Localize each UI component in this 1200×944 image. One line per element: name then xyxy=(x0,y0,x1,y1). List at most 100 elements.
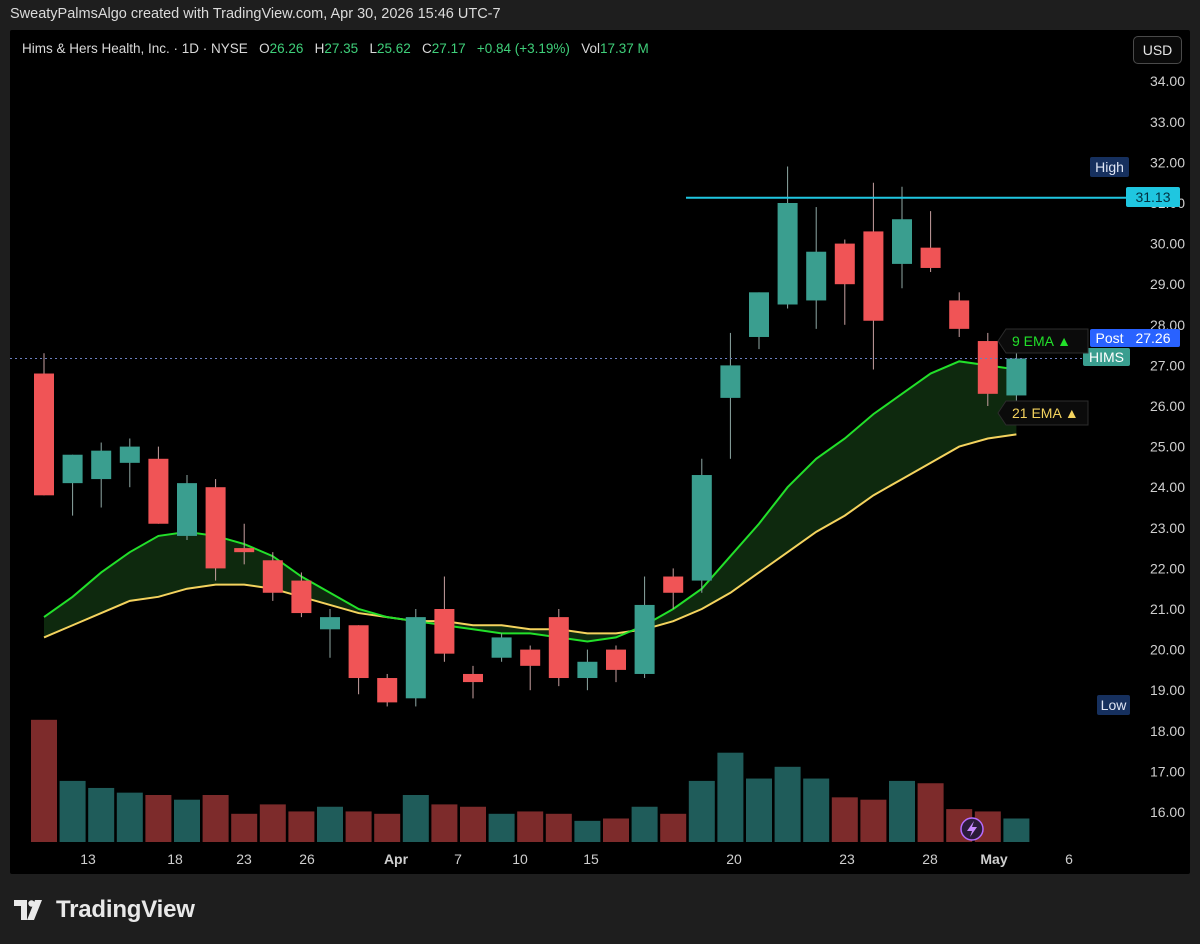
candle-body xyxy=(1006,358,1027,396)
post-price-badge-bg xyxy=(1126,329,1180,347)
candle-body xyxy=(834,243,855,285)
candle xyxy=(320,609,340,658)
volume-bar xyxy=(917,783,944,842)
high-label-badge: High xyxy=(1090,157,1129,177)
candle xyxy=(691,458,712,593)
candle-body xyxy=(863,231,884,321)
time-tick-label: 7 xyxy=(454,851,462,867)
open-label: O xyxy=(259,41,270,56)
symbol-tag-badge: HIMS xyxy=(1083,348,1130,366)
candle-body xyxy=(520,649,541,666)
open-value: 26.26 xyxy=(269,41,304,56)
low-label-badge-text: Low xyxy=(1101,697,1128,713)
post-label-badge: Post xyxy=(1090,329,1129,347)
candle xyxy=(148,446,169,524)
candle xyxy=(834,239,855,325)
volume-bar xyxy=(88,787,115,842)
candle xyxy=(177,475,197,540)
candle-body xyxy=(491,637,512,658)
volume-bar xyxy=(317,806,343,842)
candle xyxy=(205,479,226,581)
candle xyxy=(977,332,998,406)
high-price-badge-bg xyxy=(1126,187,1180,207)
low-label-badge-bg xyxy=(1097,695,1130,715)
ema21-line xyxy=(43,433,1017,639)
price-tick-label: 21.00 xyxy=(1150,601,1185,617)
candle xyxy=(577,649,598,691)
volume-bar xyxy=(174,799,200,842)
candle xyxy=(119,438,140,488)
candle xyxy=(405,609,426,707)
volume-bar xyxy=(603,818,629,842)
candle xyxy=(91,442,112,508)
price-tick-label: 28.00 xyxy=(1150,317,1185,333)
candle xyxy=(377,673,398,707)
price-tick-label: 16.00 xyxy=(1150,804,1185,820)
candle-body xyxy=(62,454,83,484)
candle-body xyxy=(691,475,712,581)
volume-bar xyxy=(488,813,515,842)
time-tick-label: 28 xyxy=(922,851,938,867)
price-tick-label: 25.00 xyxy=(1150,439,1185,455)
time-tick-label: 6 xyxy=(1065,851,1073,867)
candle xyxy=(491,633,512,662)
price-tick-label: 26.00 xyxy=(1150,398,1185,414)
volume-bar xyxy=(288,811,315,842)
candle xyxy=(234,523,255,565)
chart-frame[interactable]: 16.00 17.00 18.00 19.00 20.00 21.00 22.00 23.00… xyxy=(10,30,1190,874)
candle xyxy=(806,207,827,329)
time-tick-label: May xyxy=(980,851,1007,867)
candle-body xyxy=(119,446,140,463)
candle xyxy=(348,625,369,695)
price-tick-label: 22.00 xyxy=(1150,560,1185,576)
candle-body xyxy=(91,450,112,480)
high-value: 27.35 xyxy=(324,41,359,56)
close-label: C xyxy=(422,41,432,56)
price-tick-label: 24.00 xyxy=(1150,479,1185,495)
time-tick-label: 15 xyxy=(583,851,599,867)
candle-body xyxy=(548,617,569,679)
ema-cloud xyxy=(44,361,1017,642)
ema21-tag-text: 21 EMA ▲ xyxy=(1012,405,1079,421)
time-tick-label: 18 xyxy=(167,851,183,867)
price-tick-label: 34.00 xyxy=(1150,73,1185,89)
high-label-badge-text: High xyxy=(1095,159,1124,175)
tradingview-logo[interactable]: TradingView xyxy=(14,896,195,924)
time-tick-label: 23 xyxy=(839,851,855,867)
volume-bar xyxy=(517,811,544,842)
candle-body xyxy=(977,341,998,394)
volume-bar xyxy=(717,752,744,842)
candle xyxy=(62,454,83,516)
candle xyxy=(892,186,912,289)
time-tick-label: 13 xyxy=(80,851,96,867)
candle-body xyxy=(606,649,626,670)
volume-bar xyxy=(59,780,86,842)
volume-bar xyxy=(402,795,429,842)
volume-label: Vol xyxy=(581,41,600,56)
candle xyxy=(749,292,769,350)
currency-button[interactable]: USD xyxy=(1133,36,1182,64)
post-label-badge-bg xyxy=(1090,329,1129,347)
volume-bar xyxy=(860,799,887,842)
candle-body xyxy=(720,365,741,398)
price-chart[interactable]: 16.00 17.00 18.00 19.00 20.00 21.00 22.00 23.00… xyxy=(10,30,1190,874)
volume-bar xyxy=(545,813,572,842)
candle-body xyxy=(463,673,483,683)
candle-body xyxy=(177,483,197,536)
candle-body xyxy=(320,617,340,630)
candle xyxy=(634,576,655,679)
volume-bar xyxy=(460,806,486,842)
lightning-icon-bolt xyxy=(967,821,977,837)
volume-bar xyxy=(746,778,772,842)
volume-bar xyxy=(259,804,286,842)
volume-bar xyxy=(574,820,601,842)
close-value: 27.17 xyxy=(431,41,466,56)
candle-body xyxy=(262,560,283,593)
price-tick-label: 29.00 xyxy=(1150,276,1185,292)
price-tick-label: 33.00 xyxy=(1150,114,1185,130)
candle-body xyxy=(892,219,912,264)
candle xyxy=(548,609,569,687)
candle-body xyxy=(949,300,970,329)
post-label-badge-text: Post xyxy=(1095,330,1123,346)
volume-bar xyxy=(1003,818,1030,842)
